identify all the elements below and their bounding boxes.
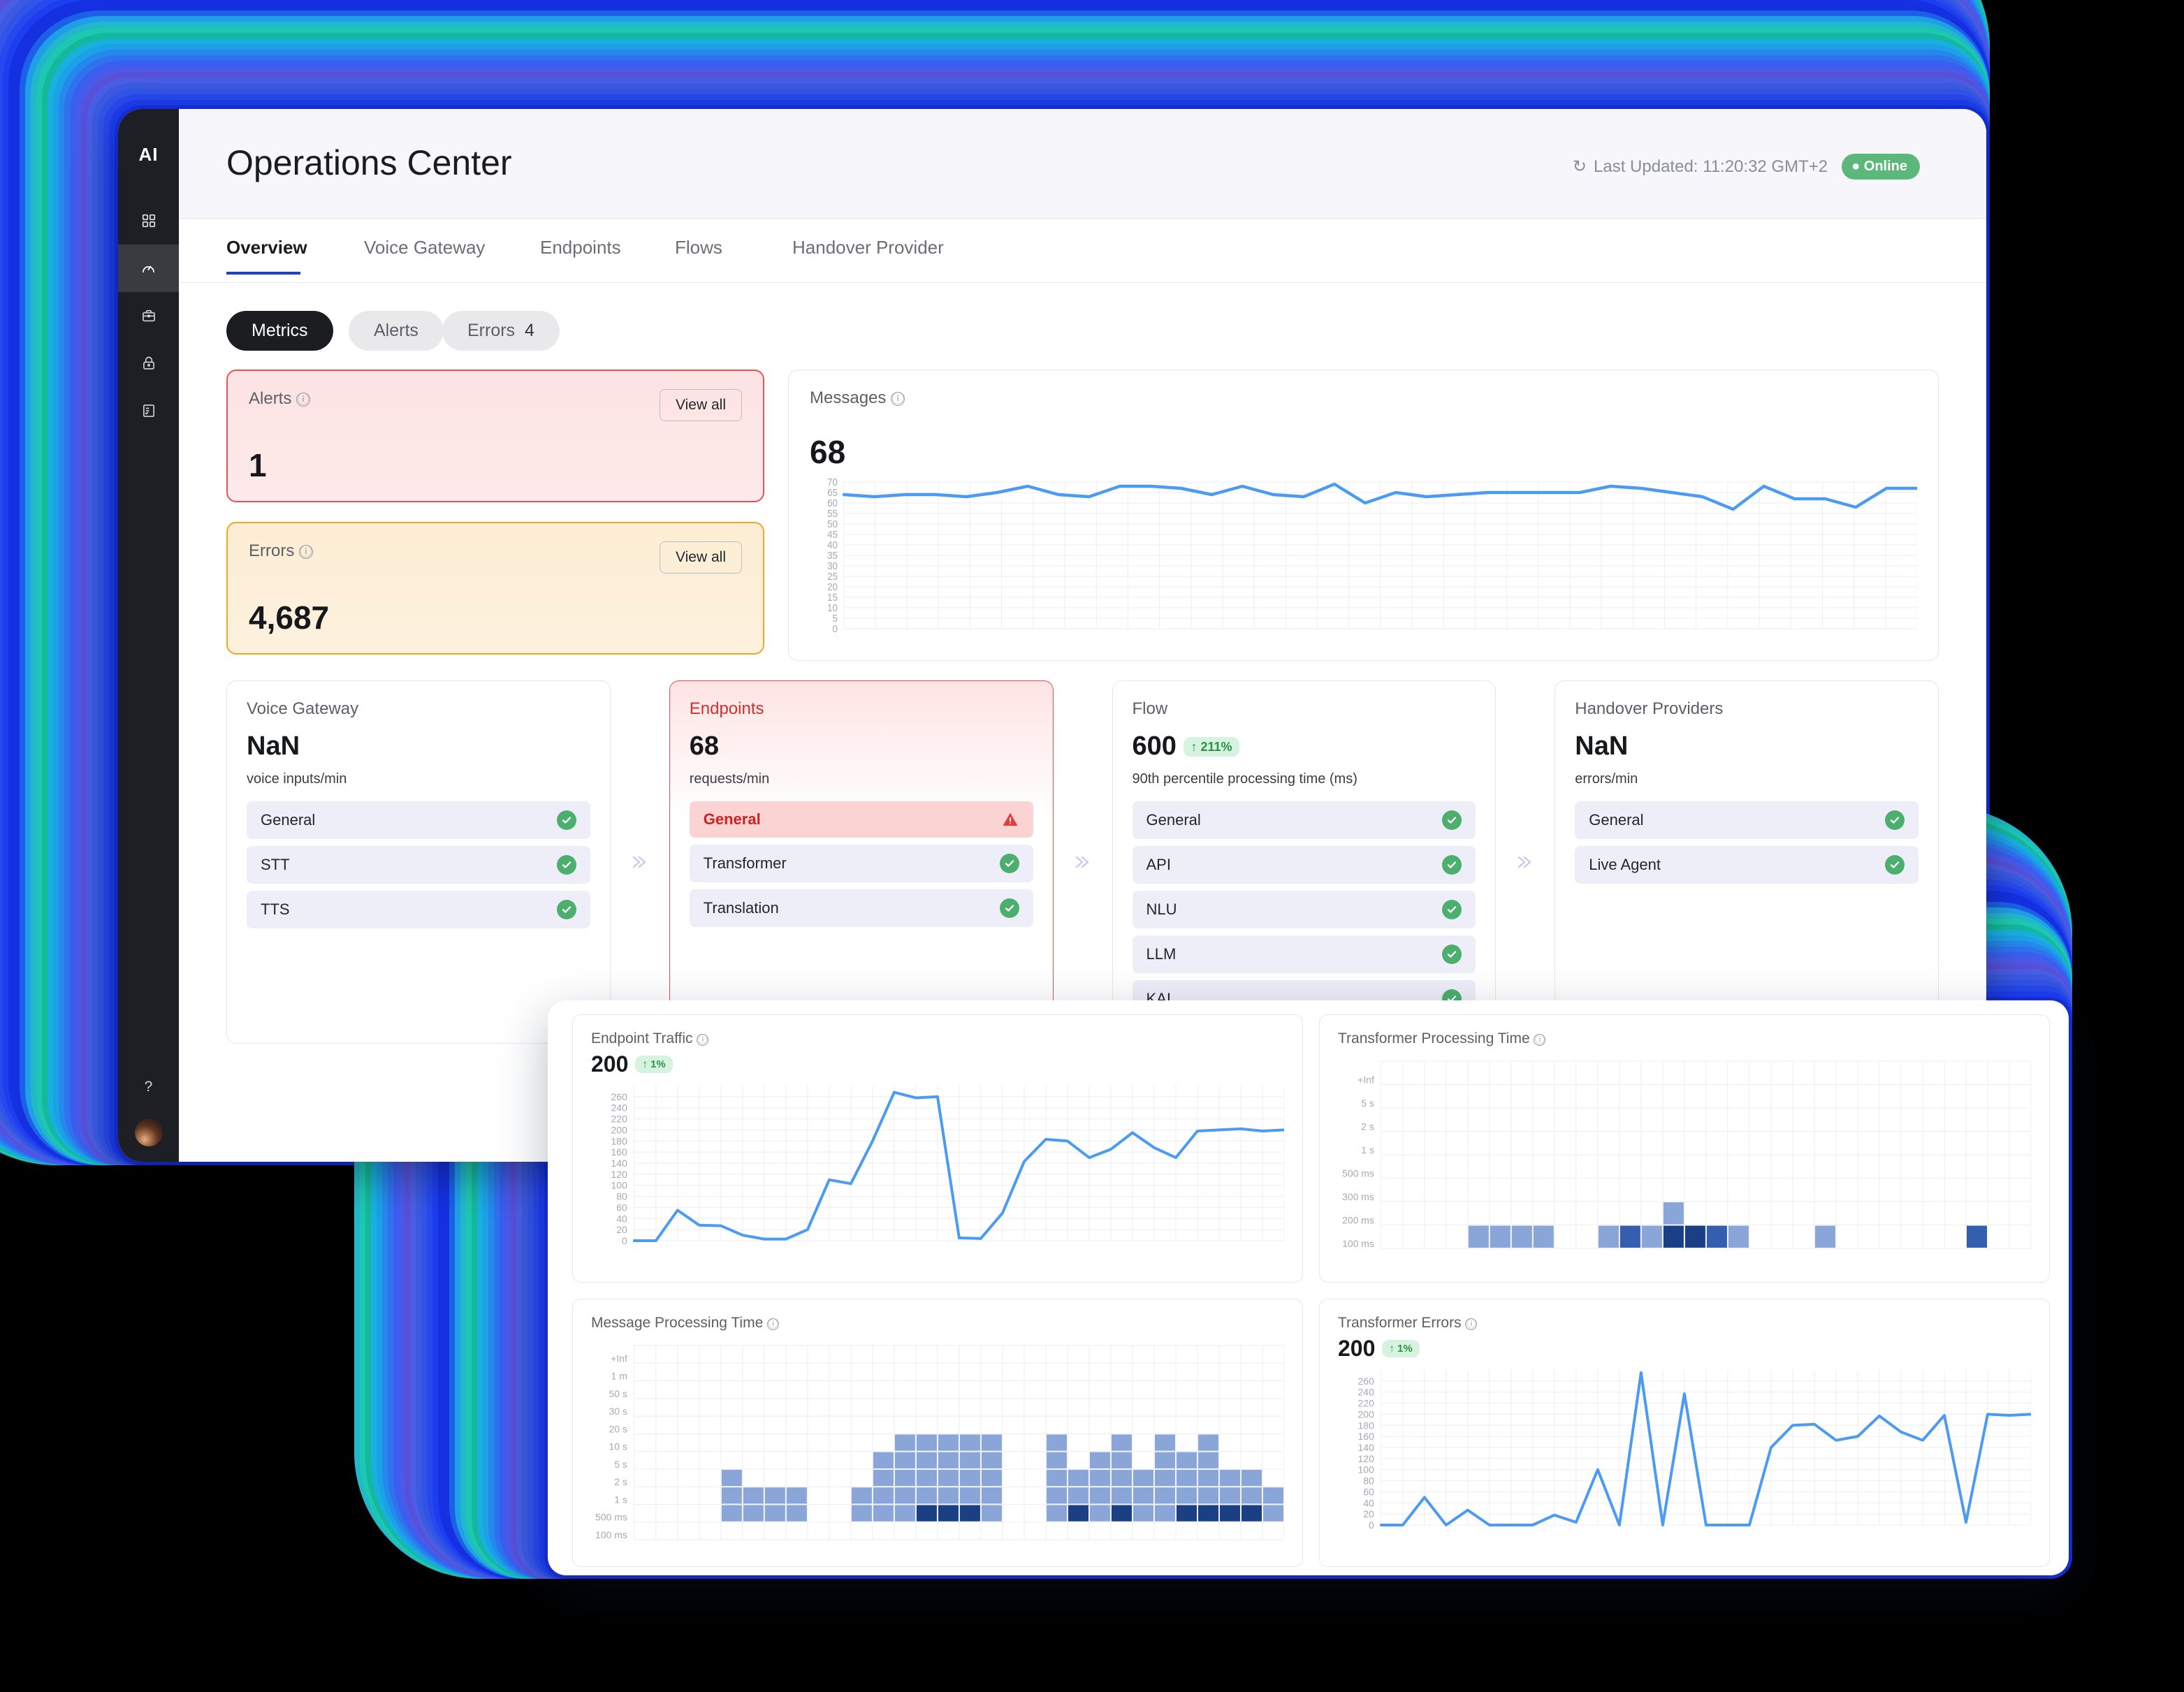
svg-text:30 s: 30 s (609, 1406, 627, 1417)
svg-text:5 s: 5 s (1361, 1097, 1374, 1109)
svg-text:220: 220 (1358, 1398, 1375, 1409)
svg-text:160: 160 (611, 1146, 628, 1158)
svg-text:45: 45 (827, 529, 838, 541)
svg-text:240: 240 (1358, 1387, 1375, 1398)
svg-text:100 ms: 100 ms (595, 1529, 627, 1540)
svg-text:10: 10 (827, 602, 838, 614)
svg-text:5 s: 5 s (614, 1459, 627, 1470)
svg-text:200 ms: 200 ms (1342, 1214, 1374, 1225)
svg-text:55: 55 (827, 508, 838, 520)
svg-text:100 ms: 100 ms (1342, 1238, 1374, 1249)
svg-text:80: 80 (1363, 1475, 1374, 1487)
svg-text:10 s: 10 s (609, 1441, 627, 1452)
svg-text:160: 160 (1358, 1431, 1375, 1442)
svg-text:0: 0 (622, 1235, 627, 1246)
svg-text:40: 40 (827, 539, 838, 551)
svg-text:50 s: 50 s (609, 1388, 627, 1399)
svg-text:+Inf: +Inf (1357, 1074, 1374, 1085)
svg-text:50: 50 (827, 518, 838, 530)
svg-text:500 ms: 500 ms (595, 1512, 627, 1523)
svg-text:2 s: 2 s (614, 1476, 627, 1487)
svg-text:180: 180 (1358, 1420, 1375, 1431)
svg-text:1 s: 1 s (1361, 1144, 1374, 1155)
svg-text:30: 30 (827, 560, 838, 572)
svg-text:260: 260 (1358, 1376, 1375, 1387)
svg-text:200: 200 (1358, 1408, 1375, 1420)
svg-text:120: 120 (1358, 1453, 1375, 1464)
svg-text:500 ms: 500 ms (1342, 1167, 1374, 1179)
svg-text:20: 20 (827, 581, 838, 593)
svg-text:140: 140 (1358, 1442, 1375, 1453)
svg-text:2 s: 2 s (1361, 1121, 1374, 1132)
svg-text:120: 120 (611, 1169, 628, 1180)
svg-text:80: 80 (616, 1191, 627, 1202)
svg-text:5: 5 (832, 613, 838, 625)
svg-text:100: 100 (611, 1180, 628, 1191)
svg-text:25: 25 (827, 571, 838, 583)
svg-text:180: 180 (611, 1135, 628, 1146)
svg-text:20: 20 (616, 1224, 627, 1235)
svg-text:140: 140 (611, 1158, 628, 1169)
svg-text:65: 65 (827, 487, 838, 499)
svg-text:15: 15 (827, 592, 838, 604)
svg-text:20 s: 20 s (609, 1423, 627, 1434)
svg-text:60: 60 (827, 497, 838, 509)
svg-text:40: 40 (616, 1213, 627, 1224)
svg-text:35: 35 (827, 550, 838, 562)
svg-text:60: 60 (1363, 1486, 1374, 1497)
svg-text:60: 60 (616, 1202, 627, 1213)
svg-text:1 m: 1 m (611, 1371, 627, 1382)
svg-text:20: 20 (1363, 1508, 1374, 1519)
svg-text:40: 40 (1363, 1497, 1374, 1508)
svg-text:240: 240 (611, 1102, 628, 1114)
svg-text:+Inf: +Inf (611, 1352, 627, 1364)
svg-text:0: 0 (1369, 1519, 1374, 1531)
svg-text:100: 100 (1358, 1464, 1375, 1475)
svg-text:70: 70 (827, 478, 838, 488)
svg-text:1 s: 1 s (614, 1494, 627, 1505)
svg-text:220: 220 (611, 1114, 628, 1125)
svg-text:200: 200 (611, 1124, 628, 1135)
svg-text:260: 260 (611, 1091, 628, 1102)
svg-text:0: 0 (832, 623, 838, 635)
svg-text:300 ms: 300 ms (1342, 1191, 1374, 1202)
